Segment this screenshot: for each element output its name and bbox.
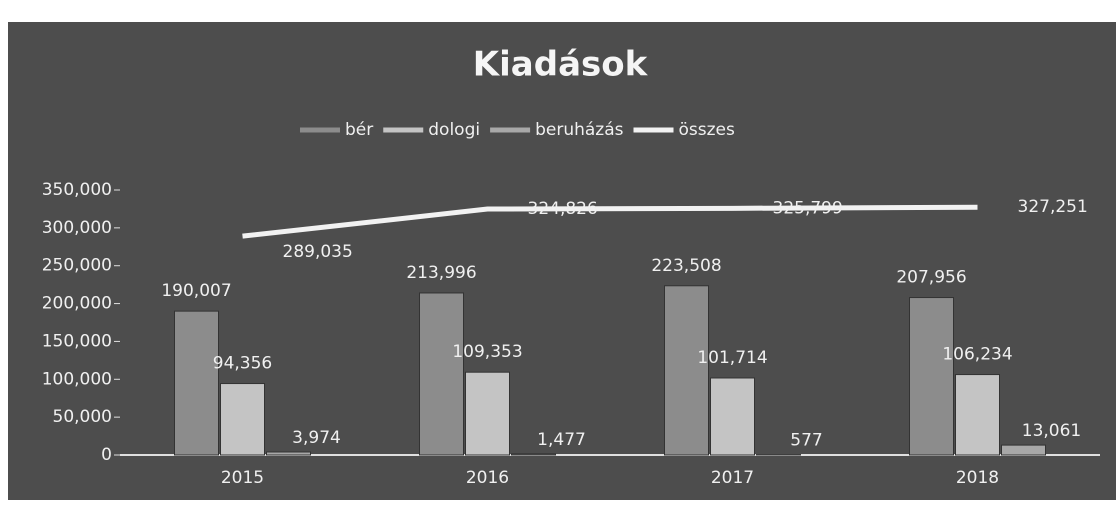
data-label: 289,035 xyxy=(283,242,353,262)
chart-title: Kiadások xyxy=(473,45,649,85)
legend-label: összes xyxy=(679,120,735,140)
bar xyxy=(909,297,954,456)
data-label: 577 xyxy=(790,431,822,451)
bar xyxy=(220,383,265,456)
data-label: 94,356 xyxy=(213,354,272,374)
y-tick-label: 350,000 xyxy=(42,180,112,200)
data-label: 327,251 xyxy=(1018,197,1088,217)
bar xyxy=(465,371,510,456)
data-label: 106,234 xyxy=(942,345,1012,365)
data-label: 190,007 xyxy=(161,281,231,301)
data-label: 109,353 xyxy=(452,342,522,362)
line xyxy=(242,204,978,239)
y-tick-label: 0 xyxy=(101,445,112,465)
y-tick-label: 300,000 xyxy=(42,218,112,238)
bar xyxy=(419,292,464,456)
bar xyxy=(511,453,556,456)
bar xyxy=(955,374,1000,456)
y-tick-label: 100,000 xyxy=(42,369,112,389)
data-label: 207,956 xyxy=(896,268,966,288)
bar xyxy=(1001,444,1046,456)
data-label: 13,061 xyxy=(1022,421,1081,441)
x-tick-label: 2018 xyxy=(956,468,999,488)
bar xyxy=(266,451,311,456)
bar xyxy=(174,310,219,456)
legend-label: bér xyxy=(345,120,373,140)
data-label: 101,714 xyxy=(697,348,767,368)
bar xyxy=(710,377,755,456)
y-tick-label: 150,000 xyxy=(42,331,112,351)
bar xyxy=(664,285,709,456)
y-tick-label: 50,000 xyxy=(53,407,112,427)
data-label: 325,799 xyxy=(773,198,843,218)
x-tick-label: 2015 xyxy=(221,468,264,488)
y-tick-label: 200,000 xyxy=(42,294,112,314)
x-tick-label: 2017 xyxy=(711,468,754,488)
data-label: 324,826 xyxy=(528,199,598,219)
data-label: 223,508 xyxy=(651,256,721,276)
y-tick-label: 250,000 xyxy=(42,256,112,276)
x-tick-label: 2016 xyxy=(466,468,509,488)
data-label: 3,974 xyxy=(292,428,341,448)
legend-label: beruházás xyxy=(535,120,624,140)
legend-label: dologi xyxy=(428,120,480,140)
data-label: 213,996 xyxy=(406,263,476,283)
data-label: 1,477 xyxy=(537,430,586,450)
